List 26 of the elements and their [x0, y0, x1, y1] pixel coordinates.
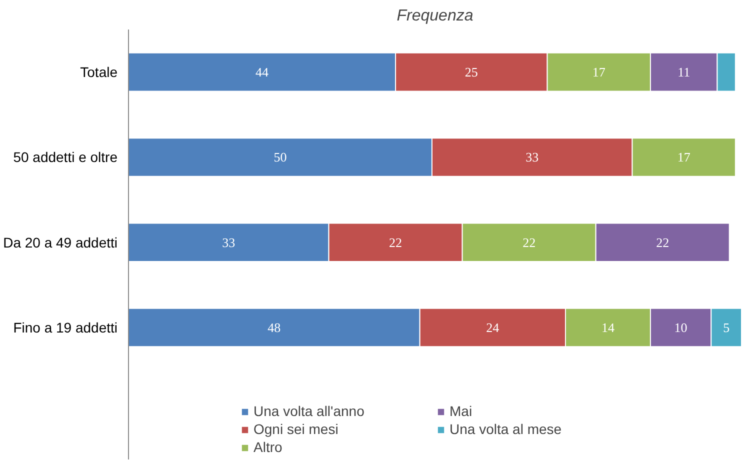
legend-label: Ogni sei mesi [254, 421, 340, 437]
data-label: 17 [677, 150, 691, 165]
data-label: 33 [526, 150, 539, 165]
data-label: 24 [486, 320, 500, 336]
data-label: 48 [268, 320, 281, 336]
data-label: 11 [678, 64, 690, 80]
y-tick-label: 50 addetti e oltre [13, 149, 118, 166]
data-label: 14 [601, 320, 615, 336]
legend-label: Una volta al mese [450, 421, 563, 437]
data-label: 22 [522, 234, 536, 250]
y-tick-label: Da 20 a 49 addetti [3, 234, 118, 250]
y-tick-label: Totale [80, 64, 118, 80]
data-label: 5 [723, 320, 730, 336]
y-tick-label: Fino a 19 addetti [13, 320, 118, 336]
chart-title: Frequenza [396, 8, 474, 24]
data-label: 50 [274, 150, 287, 165]
data-label: 10 [674, 320, 688, 336]
data-label: 44 [256, 64, 270, 80]
legend-label: Mai [450, 403, 474, 419]
data-label: 22 [389, 234, 402, 250]
legend-label: Altro [254, 439, 284, 455]
legend-label: Una volta all'anno [254, 403, 366, 419]
data-label: 22 [656, 234, 670, 250]
data-label: 17 [592, 64, 606, 80]
data-label: 33 [222, 234, 236, 250]
data-label: 25 [464, 64, 478, 80]
